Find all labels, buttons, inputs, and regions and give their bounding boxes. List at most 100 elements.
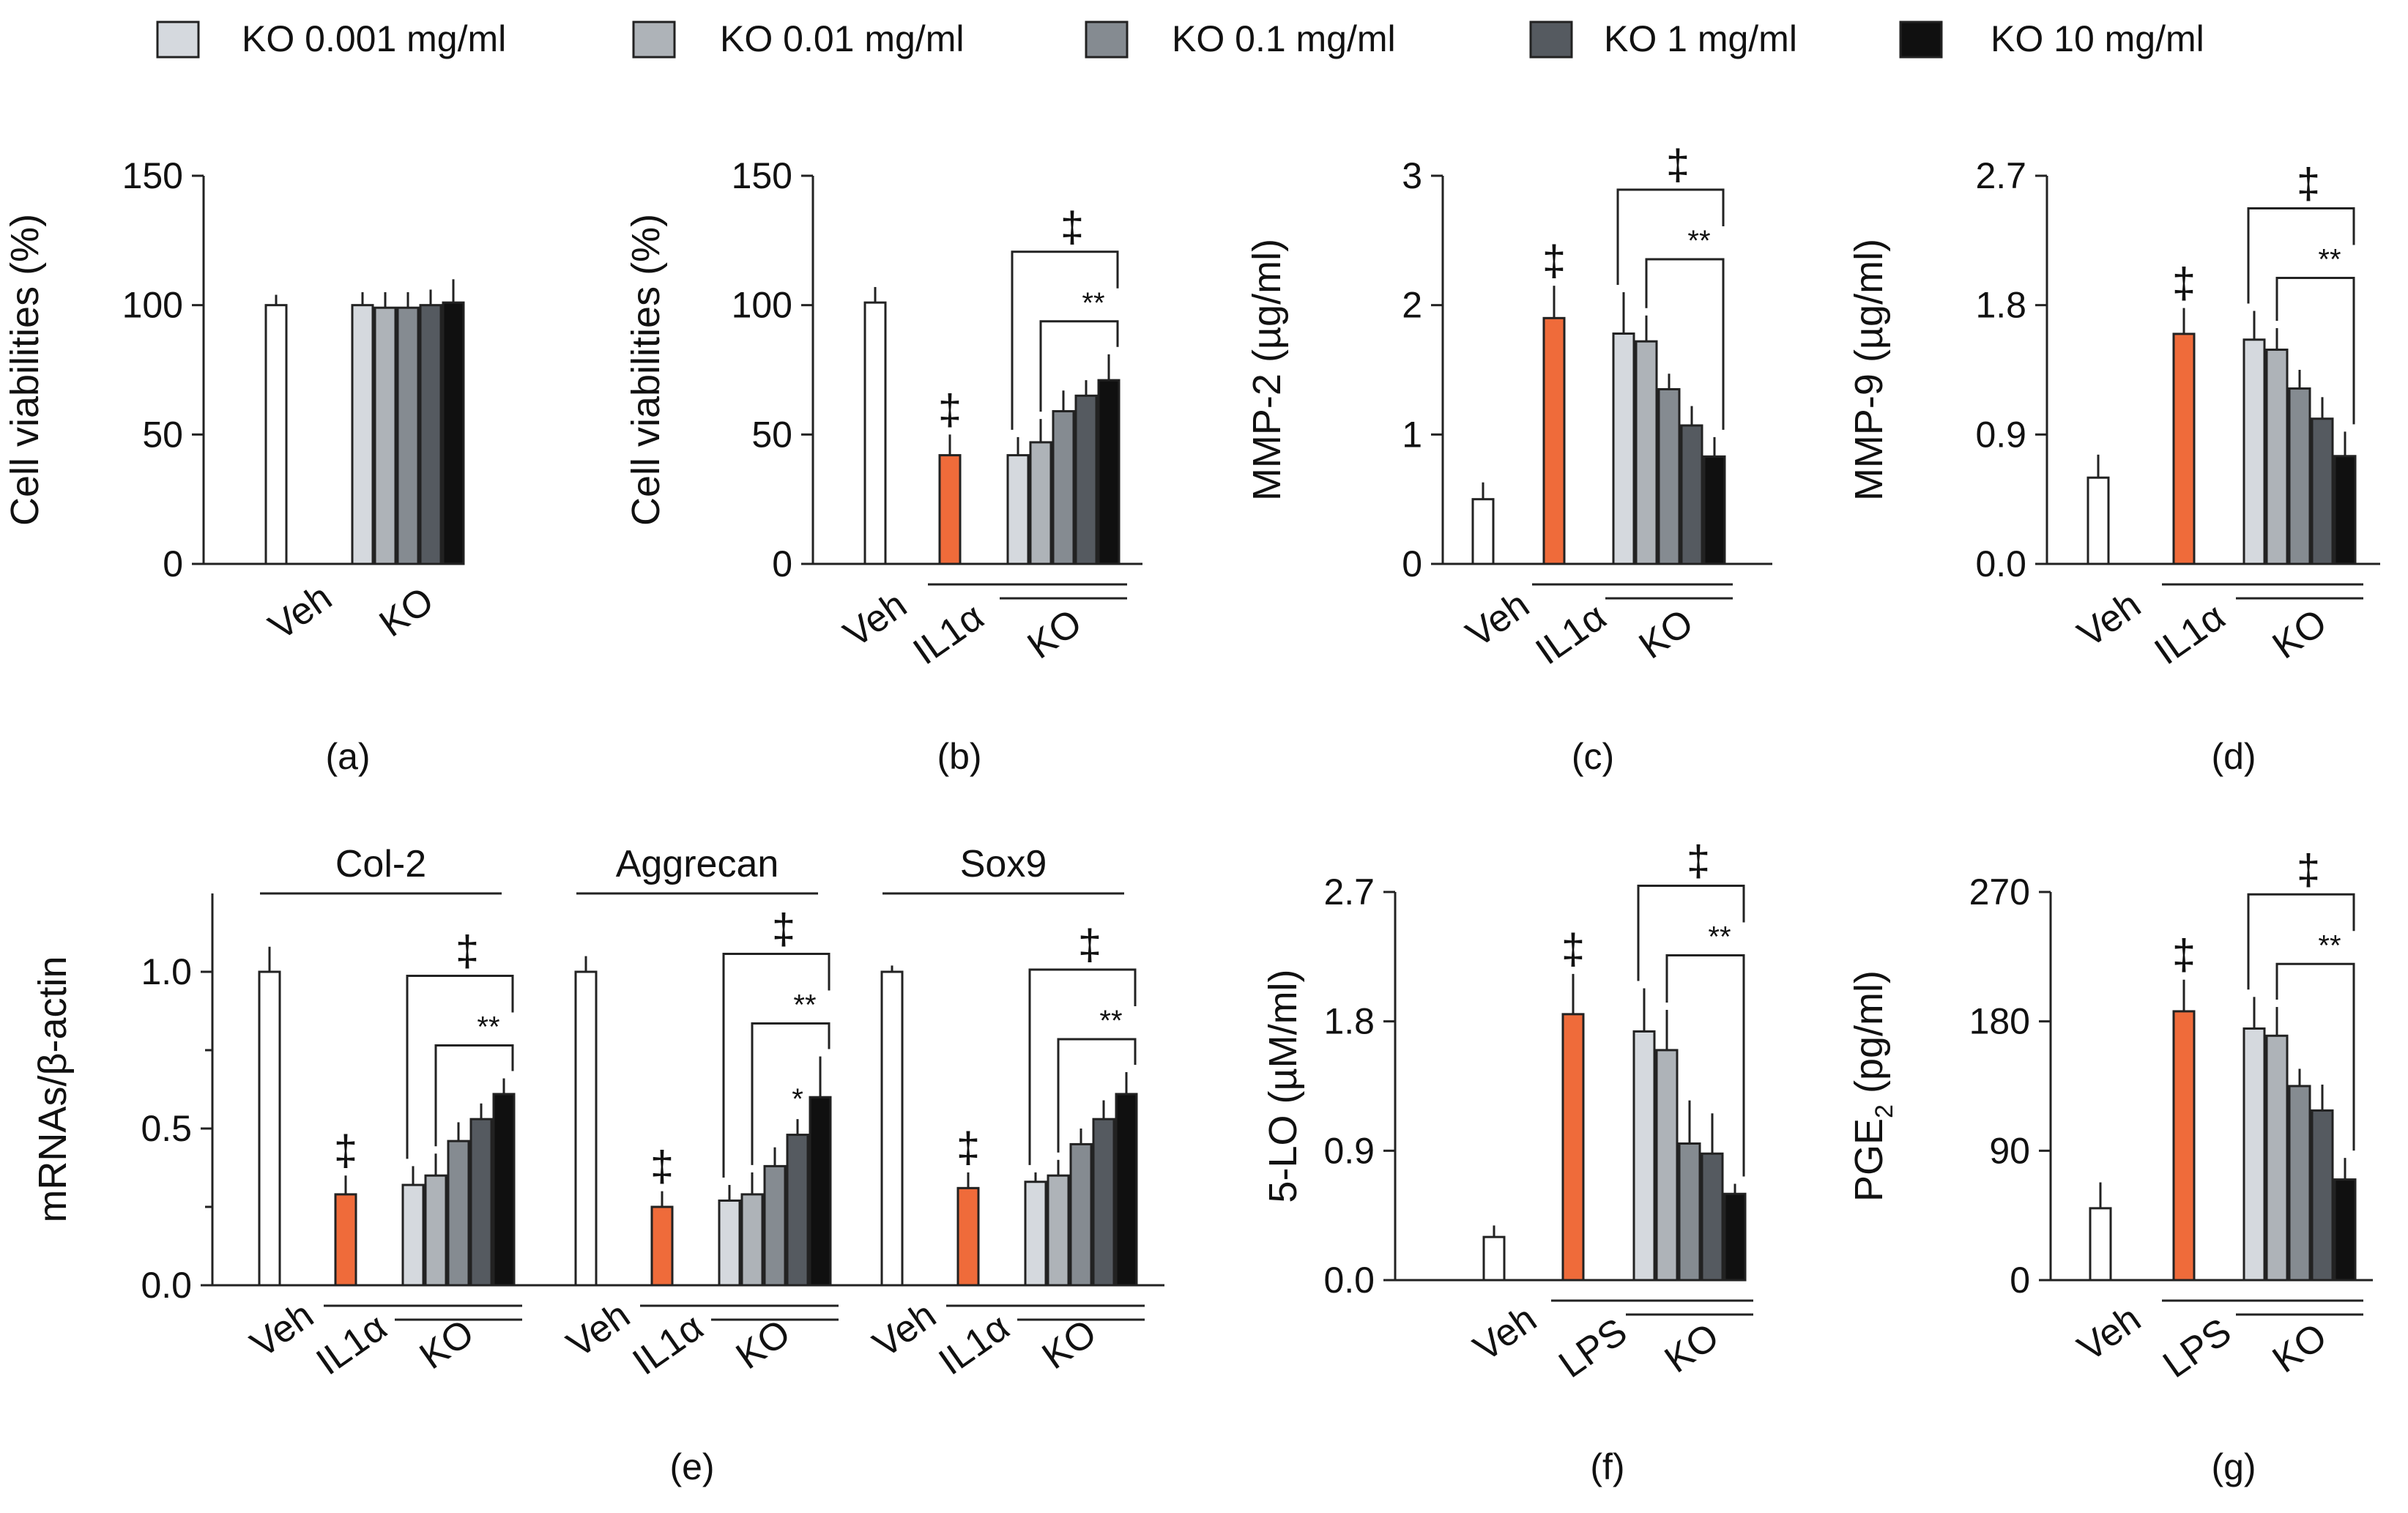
legend-item: KO 0.1 mg/ml (1085, 18, 1396, 59)
bar (880, 970, 904, 1287)
bar (1680, 424, 1703, 565)
significance-mark: ‡ (2172, 260, 2196, 308)
x-category-label: KO (412, 1312, 482, 1378)
bar (1115, 1093, 1138, 1287)
legend-label: KO 0.1 mg/ml (1172, 18, 1396, 59)
x-category-label: Veh (2070, 584, 2149, 656)
y-tick-label: 0.0 (141, 1265, 192, 1306)
x-category-label: KO (2265, 601, 2335, 668)
bar (442, 301, 465, 565)
legend-label: KO 10 mg/ml (1991, 18, 2204, 59)
y-tick-label: 100 (122, 285, 183, 326)
x-category-label: IL1α (625, 1306, 711, 1383)
y-tick-label: 150 (732, 155, 792, 196)
significance-bracket (2275, 277, 2355, 425)
y-tick-label: 180 (1969, 1001, 2030, 1042)
legend-swatch (156, 21, 200, 59)
panel-label: (a) (325, 736, 370, 777)
bar (1723, 1192, 1747, 1282)
significance-bracket (2247, 893, 2355, 990)
bar (492, 1093, 516, 1287)
significance-label: ** (1082, 287, 1104, 319)
y-axis-label: Cell viabilities (%) (624, 214, 668, 526)
significance-label: ‡ (1687, 838, 1710, 885)
y-tick-label: 1.0 (141, 951, 192, 992)
bar (786, 1134, 809, 1287)
significance-bracket (434, 1044, 514, 1147)
legend-swatch (1899, 21, 1943, 59)
bar (1561, 1013, 1585, 1282)
gene-title: Sox9 (960, 843, 1047, 885)
bar (447, 1140, 470, 1287)
bar (1701, 1152, 1724, 1282)
y-tick-label: 0.9 (1323, 1130, 1375, 1171)
panel-label: (d) (2211, 736, 2256, 777)
significance-bracket (406, 975, 514, 1159)
bar (1703, 455, 1726, 565)
significance-label: ‡ (456, 928, 479, 975)
y-tick-label: 0 (2010, 1260, 2030, 1301)
panel-label: (g) (2211, 1446, 2256, 1487)
significance-bracket (722, 953, 830, 1178)
y-axis-label: MMP-2 (µg/ml) (1245, 239, 1289, 501)
significance-label: ** (477, 1011, 499, 1044)
x-category-label: IL1α (309, 1306, 395, 1383)
bar (1542, 316, 1566, 565)
bar (1024, 1181, 1047, 1287)
chart-panel-a: 0 50 100 150 Veh KO Cell viabilities (%) (a) (3, 155, 465, 777)
panel-label: (f) (1590, 1446, 1624, 1487)
bar (809, 1096, 832, 1287)
bar (2089, 1207, 2112, 1282)
x-category-label: KO (1020, 601, 1090, 668)
y-tick-label: 2 (1402, 285, 1422, 326)
bar (258, 970, 281, 1287)
bar (1074, 394, 1098, 565)
x-category-label: Veh (1459, 584, 1537, 656)
significance-bracket (1665, 954, 1745, 1177)
bar (2311, 417, 2334, 565)
significance-mark: ‡ (956, 1124, 980, 1172)
significance-bracket (1616, 188, 1725, 285)
significance-bracket (1039, 320, 1119, 412)
y-tick-label: 2.7 (1975, 155, 2026, 196)
bar (2265, 349, 2289, 565)
significance-bracket (2275, 962, 2355, 1151)
y-tick-label: 50 (142, 414, 183, 455)
significance-label: ** (1687, 225, 1710, 257)
x-category-label: IL1α (906, 595, 992, 673)
significance-bracket (1057, 1038, 1137, 1153)
bar (396, 306, 420, 565)
bar (1052, 410, 1075, 565)
bar (1029, 441, 1052, 565)
bar (264, 304, 288, 565)
bar (469, 1118, 493, 1287)
legend-label: KO 0.001 mg/ml (242, 18, 506, 59)
legend-item: KO 10 mg/ml (1899, 18, 2204, 59)
chart-panel-f: 0.0 0.9 1.8 2.7 ‡ ** ‡ Veh LPS KO 5-LO (µM/ml) (f) (1261, 838, 1753, 1487)
gene-title: Aggrecan (616, 843, 779, 885)
x-category-label: KO (372, 579, 442, 646)
bar (2242, 338, 2266, 565)
bar (1006, 454, 1030, 565)
bar (374, 306, 397, 565)
y-axis-label: PGE2 (pg/ml) (1847, 970, 1898, 1202)
bar (2288, 1085, 2311, 1282)
bar (863, 301, 887, 565)
y-tick-label: 0.9 (1975, 414, 2026, 455)
significance-bracket (1028, 968, 1137, 1165)
x-category-label: KO (1657, 1315, 1727, 1382)
bar (401, 1183, 425, 1287)
bar (1092, 1118, 1115, 1287)
legend: KO 0.001 mg/ml KO 0.01 mg/ml KO 0.1 mg/m… (156, 18, 2204, 59)
significance-label: ** (1099, 1005, 1122, 1037)
significance-label: ‡ (1666, 141, 1690, 189)
bar (2333, 1178, 2357, 1282)
bar (334, 1193, 357, 1287)
legend-item: KO 1 mg/ml (1529, 18, 1797, 59)
panel-label: (b) (937, 736, 981, 777)
bar (1632, 1030, 1656, 1282)
legend-item: KO 0.001 mg/ml (156, 18, 506, 59)
